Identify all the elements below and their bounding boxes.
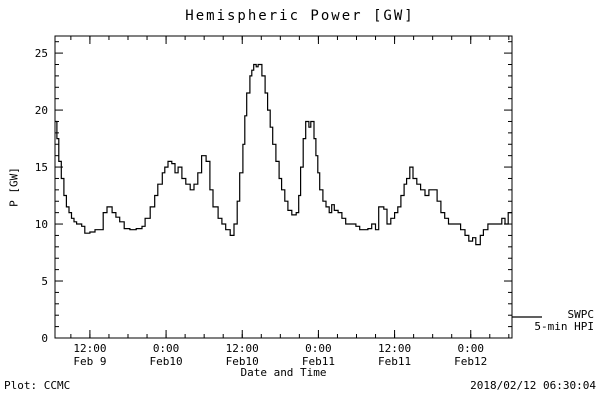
svg-text:Feb12: Feb12 [454, 355, 487, 368]
svg-text:0:00: 0:00 [457, 342, 484, 355]
svg-text:20: 20 [35, 104, 48, 117]
legend: SWPC 5-min HPI [534, 309, 594, 333]
svg-text:Feb10: Feb10 [226, 355, 259, 368]
svg-text:Feb 9: Feb 9 [73, 355, 106, 368]
legend-series-name: SWPC [567, 308, 595, 321]
svg-text:0:00: 0:00 [153, 342, 180, 355]
x-axis-label: Date and Time [240, 366, 327, 379]
svg-text:12:00: 12:00 [226, 342, 259, 355]
svg-text:Feb10: Feb10 [150, 355, 183, 368]
svg-text:10: 10 [35, 218, 48, 231]
plot-credit: Plot: CCMC [4, 379, 71, 392]
svg-text:0:00: 0:00 [305, 342, 332, 355]
svg-text:12:00: 12:00 [73, 342, 106, 355]
svg-text:12:00: 12:00 [378, 342, 411, 355]
svg-text:Feb11: Feb11 [302, 355, 335, 368]
legend-series-description: 5-min HPI [534, 320, 594, 333]
chart-title: Hemispheric Power [GW] [185, 8, 415, 24]
svg-text:25: 25 [35, 47, 48, 60]
svg-text:5: 5 [41, 275, 48, 288]
generated-timestamp: 2018/02/12 06:30:04 [470, 379, 596, 392]
svg-text:0: 0 [41, 332, 48, 345]
svg-text:15: 15 [35, 161, 48, 174]
svg-text:Feb11: Feb11 [378, 355, 411, 368]
